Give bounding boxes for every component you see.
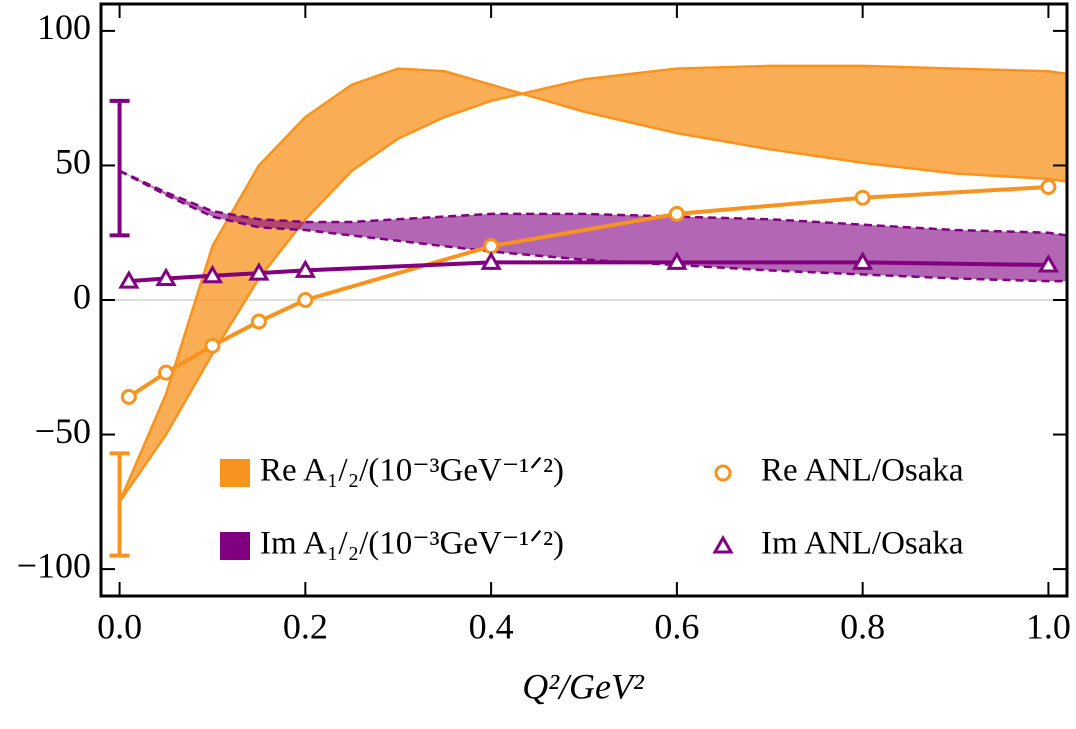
data-point [666,251,688,270]
data-point [120,388,137,405]
data-point [294,259,316,278]
y-tick-label: 50 [55,142,91,182]
legend-marker [714,464,732,482]
band-edge [119,169,1068,237]
legend-swatch [220,459,250,487]
x-tick-label: 0.6 [654,606,699,646]
data-point [480,251,502,270]
data-point [201,264,224,284]
legend-label: Re ANL/Osaka [761,453,964,489]
x-tick-label: 0.8 [840,606,885,646]
data-point [854,189,871,206]
error-bar [109,451,130,558]
data-point [1040,178,1057,195]
y-tick-label: −50 [35,411,91,451]
band-edge [118,64,1068,503]
legend-label: Re A₁/₂/(10⁻³GeV⁻¹ᐟ²) [260,453,564,489]
band-edge [118,67,1068,503]
x-tick-label: 0.2 [283,606,328,646]
data-point [668,205,685,222]
error-bar [109,98,130,238]
data-point [852,251,874,270]
legend-marker [712,534,734,554]
data-point [204,337,221,354]
data-point [297,292,314,308]
legend-swatch [220,532,250,560]
data-point [158,364,175,381]
y-tick-label: 100 [37,7,91,47]
x-axis-label: Q²/GeV² [522,666,645,706]
data-point [483,238,500,255]
data-point [155,267,177,286]
y-tick-label: −100 [17,545,91,585]
data-point [248,262,270,281]
data-point [1037,253,1060,273]
band-fill [119,170,1068,282]
data-point [118,270,140,289]
band-fill [119,65,1068,502]
data-point [250,313,267,330]
x-tick-label: 0.0 [97,606,142,646]
x-tick-label: 1.0 [1026,606,1071,646]
legend-label: Im ANL/Osaka [761,526,964,562]
legend-label: Im A₁/₂/(10⁻³GeV⁻¹ᐟ²) [260,526,564,562]
y-tick-label: 0 [73,276,91,316]
x-tick-label: 0.4 [469,606,514,646]
